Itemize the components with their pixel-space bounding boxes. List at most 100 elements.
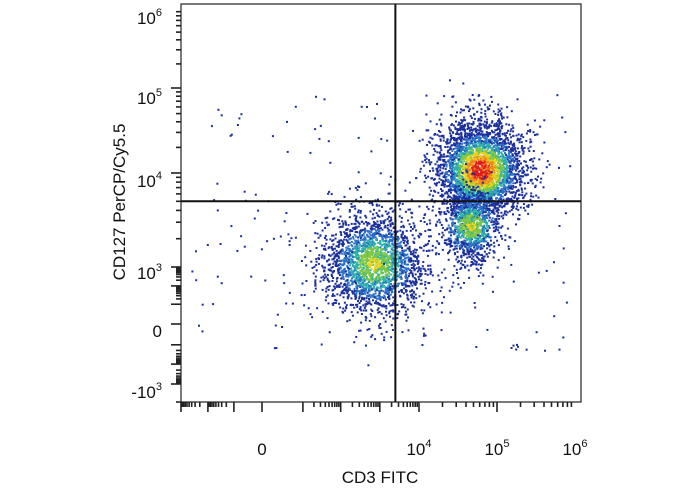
event-dot	[436, 151, 439, 154]
event-dot	[460, 157, 463, 160]
event-dot	[492, 144, 495, 147]
event-dot	[480, 169, 483, 171]
event-dot	[407, 208, 410, 211]
event-dot	[341, 274, 344, 277]
event-dot	[384, 278, 387, 281]
event-dot	[439, 139, 442, 142]
event-dot	[531, 182, 534, 185]
event-dot	[483, 163, 486, 166]
event-dot	[429, 120, 432, 123]
event-dot	[325, 290, 328, 293]
event-dot	[445, 173, 448, 176]
event-dot	[355, 215, 358, 218]
event-dot	[505, 134, 507, 137]
event-dot	[411, 253, 414, 256]
event-dot	[383, 339, 386, 342]
event-dot	[428, 161, 431, 164]
event-dot	[364, 292, 367, 295]
event-dot	[347, 224, 350, 227]
event-dot	[513, 173, 516, 175]
event-dot	[426, 254, 429, 257]
event-dot	[510, 110, 513, 113]
event-dot	[406, 237, 409, 240]
event-dot	[391, 291, 394, 293]
event-dot	[497, 108, 500, 111]
event-dot	[483, 185, 486, 188]
event-dot	[355, 278, 358, 280]
event-dot	[452, 178, 455, 181]
event-dot	[429, 163, 432, 166]
event-dot	[452, 148, 455, 151]
event-dot	[496, 169, 499, 172]
event-dot	[364, 238, 367, 241]
event-dot	[335, 277, 338, 280]
event-dot	[399, 268, 401, 271]
event-dot	[440, 271, 443, 274]
event-dot	[351, 280, 354, 283]
event-dot	[419, 167, 422, 170]
event-dot	[521, 167, 523, 170]
event-dot	[378, 324, 380, 327]
event-dot	[435, 223, 438, 226]
event-dot	[499, 109, 502, 112]
event-dot	[464, 202, 467, 204]
event-dot	[483, 151, 486, 154]
event-dot	[397, 258, 399, 261]
event-dot	[486, 127, 489, 130]
event-dot	[415, 255, 418, 258]
event-dot	[371, 283, 374, 286]
event-dot	[449, 154, 452, 157]
event-dot	[347, 241, 349, 244]
event-dot	[475, 179, 478, 182]
event-dot	[389, 239, 392, 242]
event-dot	[370, 250, 373, 253]
event-dot	[497, 173, 500, 176]
event-dot	[474, 146, 477, 149]
event-dot	[377, 268, 380, 271]
event-dot	[528, 150, 531, 152]
event-dot	[476, 181, 479, 184]
event-dot	[326, 259, 329, 262]
event-dot	[361, 229, 364, 232]
event-dot	[424, 334, 427, 337]
event-dot	[373, 260, 376, 263]
event-dot	[335, 280, 338, 283]
event-dot	[454, 230, 457, 233]
event-dot	[495, 189, 498, 192]
event-dot	[387, 192, 390, 195]
event-dot	[408, 272, 411, 275]
event-dot	[499, 204, 502, 207]
event-dot	[485, 175, 488, 178]
event-dot	[489, 132, 491, 134]
event-dot	[388, 295, 390, 298]
event-dot	[529, 138, 532, 141]
event-dot	[483, 171, 486, 174]
event-dot	[369, 269, 372, 272]
event-dot	[415, 280, 418, 282]
event-dot	[480, 187, 483, 190]
event-dot	[368, 290, 371, 293]
event-dot	[369, 289, 372, 292]
event-dot	[485, 157, 488, 160]
event-dot	[479, 163, 482, 166]
event-dot	[333, 294, 336, 297]
event-dot	[502, 183, 505, 186]
event-dot	[471, 153, 474, 156]
event-dot	[323, 277, 326, 279]
event-dot	[351, 205, 354, 208]
event-dot	[448, 195, 451, 198]
event-dot	[377, 252, 379, 255]
event-dot	[318, 258, 320, 260]
event-dot	[334, 302, 337, 304]
event-dot	[361, 256, 363, 258]
event-dot	[325, 242, 328, 245]
event-dot	[502, 163, 505, 166]
event-dot	[363, 230, 366, 232]
event-dot	[383, 269, 386, 272]
event-dot	[447, 190, 450, 193]
event-dot	[368, 265, 371, 268]
event-dot	[446, 227, 449, 230]
event-dot	[350, 297, 353, 300]
event-dot	[456, 131, 459, 134]
event-dot	[465, 138, 468, 141]
